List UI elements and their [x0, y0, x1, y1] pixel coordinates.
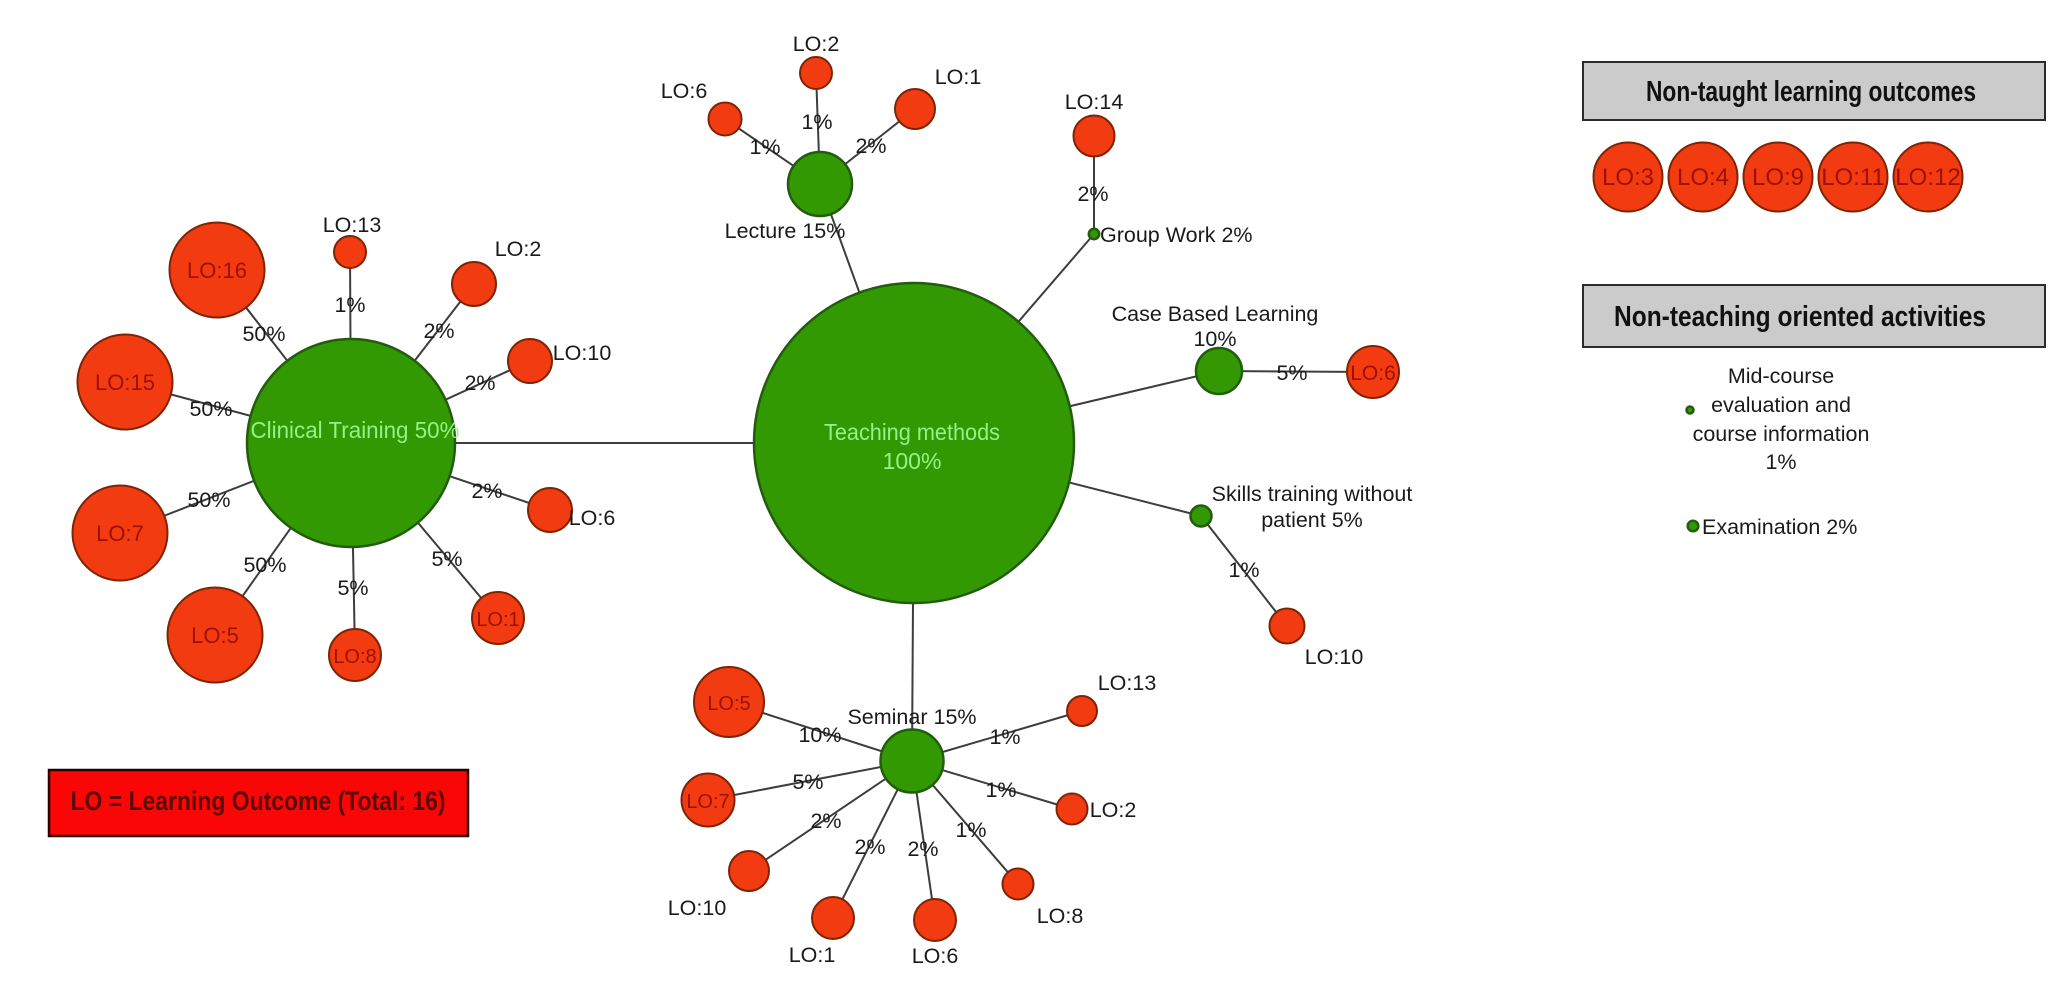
svg-text:LO:5: LO:5 [191, 623, 239, 648]
svg-text:LO:7: LO:7 [96, 521, 144, 546]
svg-text:10%: 10% [798, 723, 841, 747]
svg-text:LO:13: LO:13 [323, 213, 382, 237]
svg-text:LO:3: LO:3 [1602, 164, 1654, 191]
svg-text:LO:6: LO:6 [661, 79, 708, 103]
svg-text:1%: 1% [989, 725, 1020, 749]
svg-text:50%: 50% [242, 322, 285, 346]
svg-text:LO:1: LO:1 [476, 609, 519, 631]
svg-text:2%: 2% [423, 319, 454, 343]
svg-text:LO:14: LO:14 [1065, 90, 1124, 114]
svg-text:2%: 2% [464, 371, 495, 395]
svg-text:LO:1: LO:1 [789, 943, 836, 967]
svg-text:LO:10: LO:10 [1305, 645, 1364, 669]
svg-text:Mid-course: Mid-course [1728, 364, 1834, 388]
svg-text:2%: 2% [810, 809, 841, 833]
svg-text:50%: 50% [187, 488, 230, 512]
svg-text:LO:9: LO:9 [1752, 164, 1804, 191]
svg-text:1%: 1% [1228, 558, 1259, 582]
svg-text:LO:6: LO:6 [569, 506, 616, 530]
svg-text:1%: 1% [1765, 450, 1796, 474]
svg-text:Non-taught learning outcomes: Non-taught learning outcomes [1646, 76, 1976, 108]
svg-text:2%: 2% [1077, 182, 1108, 206]
svg-text:LO:8: LO:8 [333, 646, 376, 668]
svg-text:LO:10: LO:10 [668, 896, 727, 920]
svg-text:50%: 50% [189, 397, 232, 421]
svg-text:1%: 1% [334, 293, 365, 317]
svg-text:5%: 5% [792, 770, 823, 794]
svg-text:1%: 1% [801, 110, 832, 134]
svg-text:1%: 1% [749, 135, 780, 159]
svg-text:LO:8: LO:8 [1037, 904, 1084, 928]
svg-text:Lecture 15%: Lecture 15% [725, 219, 846, 243]
svg-text:5%: 5% [337, 576, 368, 600]
svg-text:10%: 10% [1193, 327, 1236, 351]
svg-text:5%: 5% [1276, 361, 1307, 385]
svg-text:LO:1: LO:1 [935, 65, 982, 89]
svg-text:evaluation and: evaluation and [1711, 393, 1851, 417]
svg-text:LO:12: LO:12 [1895, 164, 1960, 191]
svg-text:course information: course information [1693, 422, 1870, 446]
svg-text:patient 5%: patient 5% [1261, 508, 1363, 532]
svg-text:1%: 1% [955, 818, 986, 842]
svg-text:2%: 2% [907, 837, 938, 861]
svg-text:5%: 5% [431, 547, 462, 571]
svg-text:LO:2: LO:2 [1090, 798, 1137, 822]
svg-text:50%: 50% [243, 553, 286, 577]
svg-text:LO:6: LO:6 [1350, 362, 1396, 385]
svg-text:LO:7: LO:7 [686, 791, 729, 813]
svg-text:LO:6: LO:6 [912, 944, 959, 968]
svg-text:2%: 2% [855, 134, 886, 158]
svg-text:LO:2: LO:2 [495, 237, 542, 261]
svg-text:LO:5: LO:5 [707, 693, 750, 715]
svg-text:LO:10: LO:10 [553, 341, 612, 365]
svg-text:LO:16: LO:16 [187, 258, 247, 283]
svg-text:Group Work 2%: Group Work 2% [1100, 223, 1253, 247]
svg-text:Seminar 15%: Seminar 15% [847, 705, 976, 729]
svg-text:Examination 2%: Examination 2% [1702, 515, 1857, 539]
svg-text:LO:2: LO:2 [793, 32, 840, 56]
svg-text:LO:13: LO:13 [1098, 671, 1157, 695]
svg-text:100%: 100% [883, 448, 942, 474]
svg-text:LO:4: LO:4 [1677, 164, 1729, 191]
svg-text:Clinical Training 50%: Clinical Training 50% [251, 417, 460, 443]
svg-text:LO = Learning Outcome (Total:: LO = Learning Outcome (Total: 16) [71, 786, 446, 816]
svg-text:LO:15: LO:15 [95, 370, 155, 395]
svg-text:1%: 1% [985, 778, 1016, 802]
svg-text:LO:11: LO:11 [1821, 164, 1885, 191]
svg-text:Non-teaching oriented activiti: Non-teaching oriented activities [1614, 301, 1986, 333]
svg-text:2%: 2% [471, 479, 502, 503]
svg-text:Skills training without: Skills training without [1212, 482, 1413, 506]
svg-text:Teaching methods: Teaching methods [824, 419, 1000, 445]
svg-text:2%: 2% [854, 835, 885, 859]
svg-text:Case Based Learning: Case Based Learning [1112, 302, 1319, 326]
